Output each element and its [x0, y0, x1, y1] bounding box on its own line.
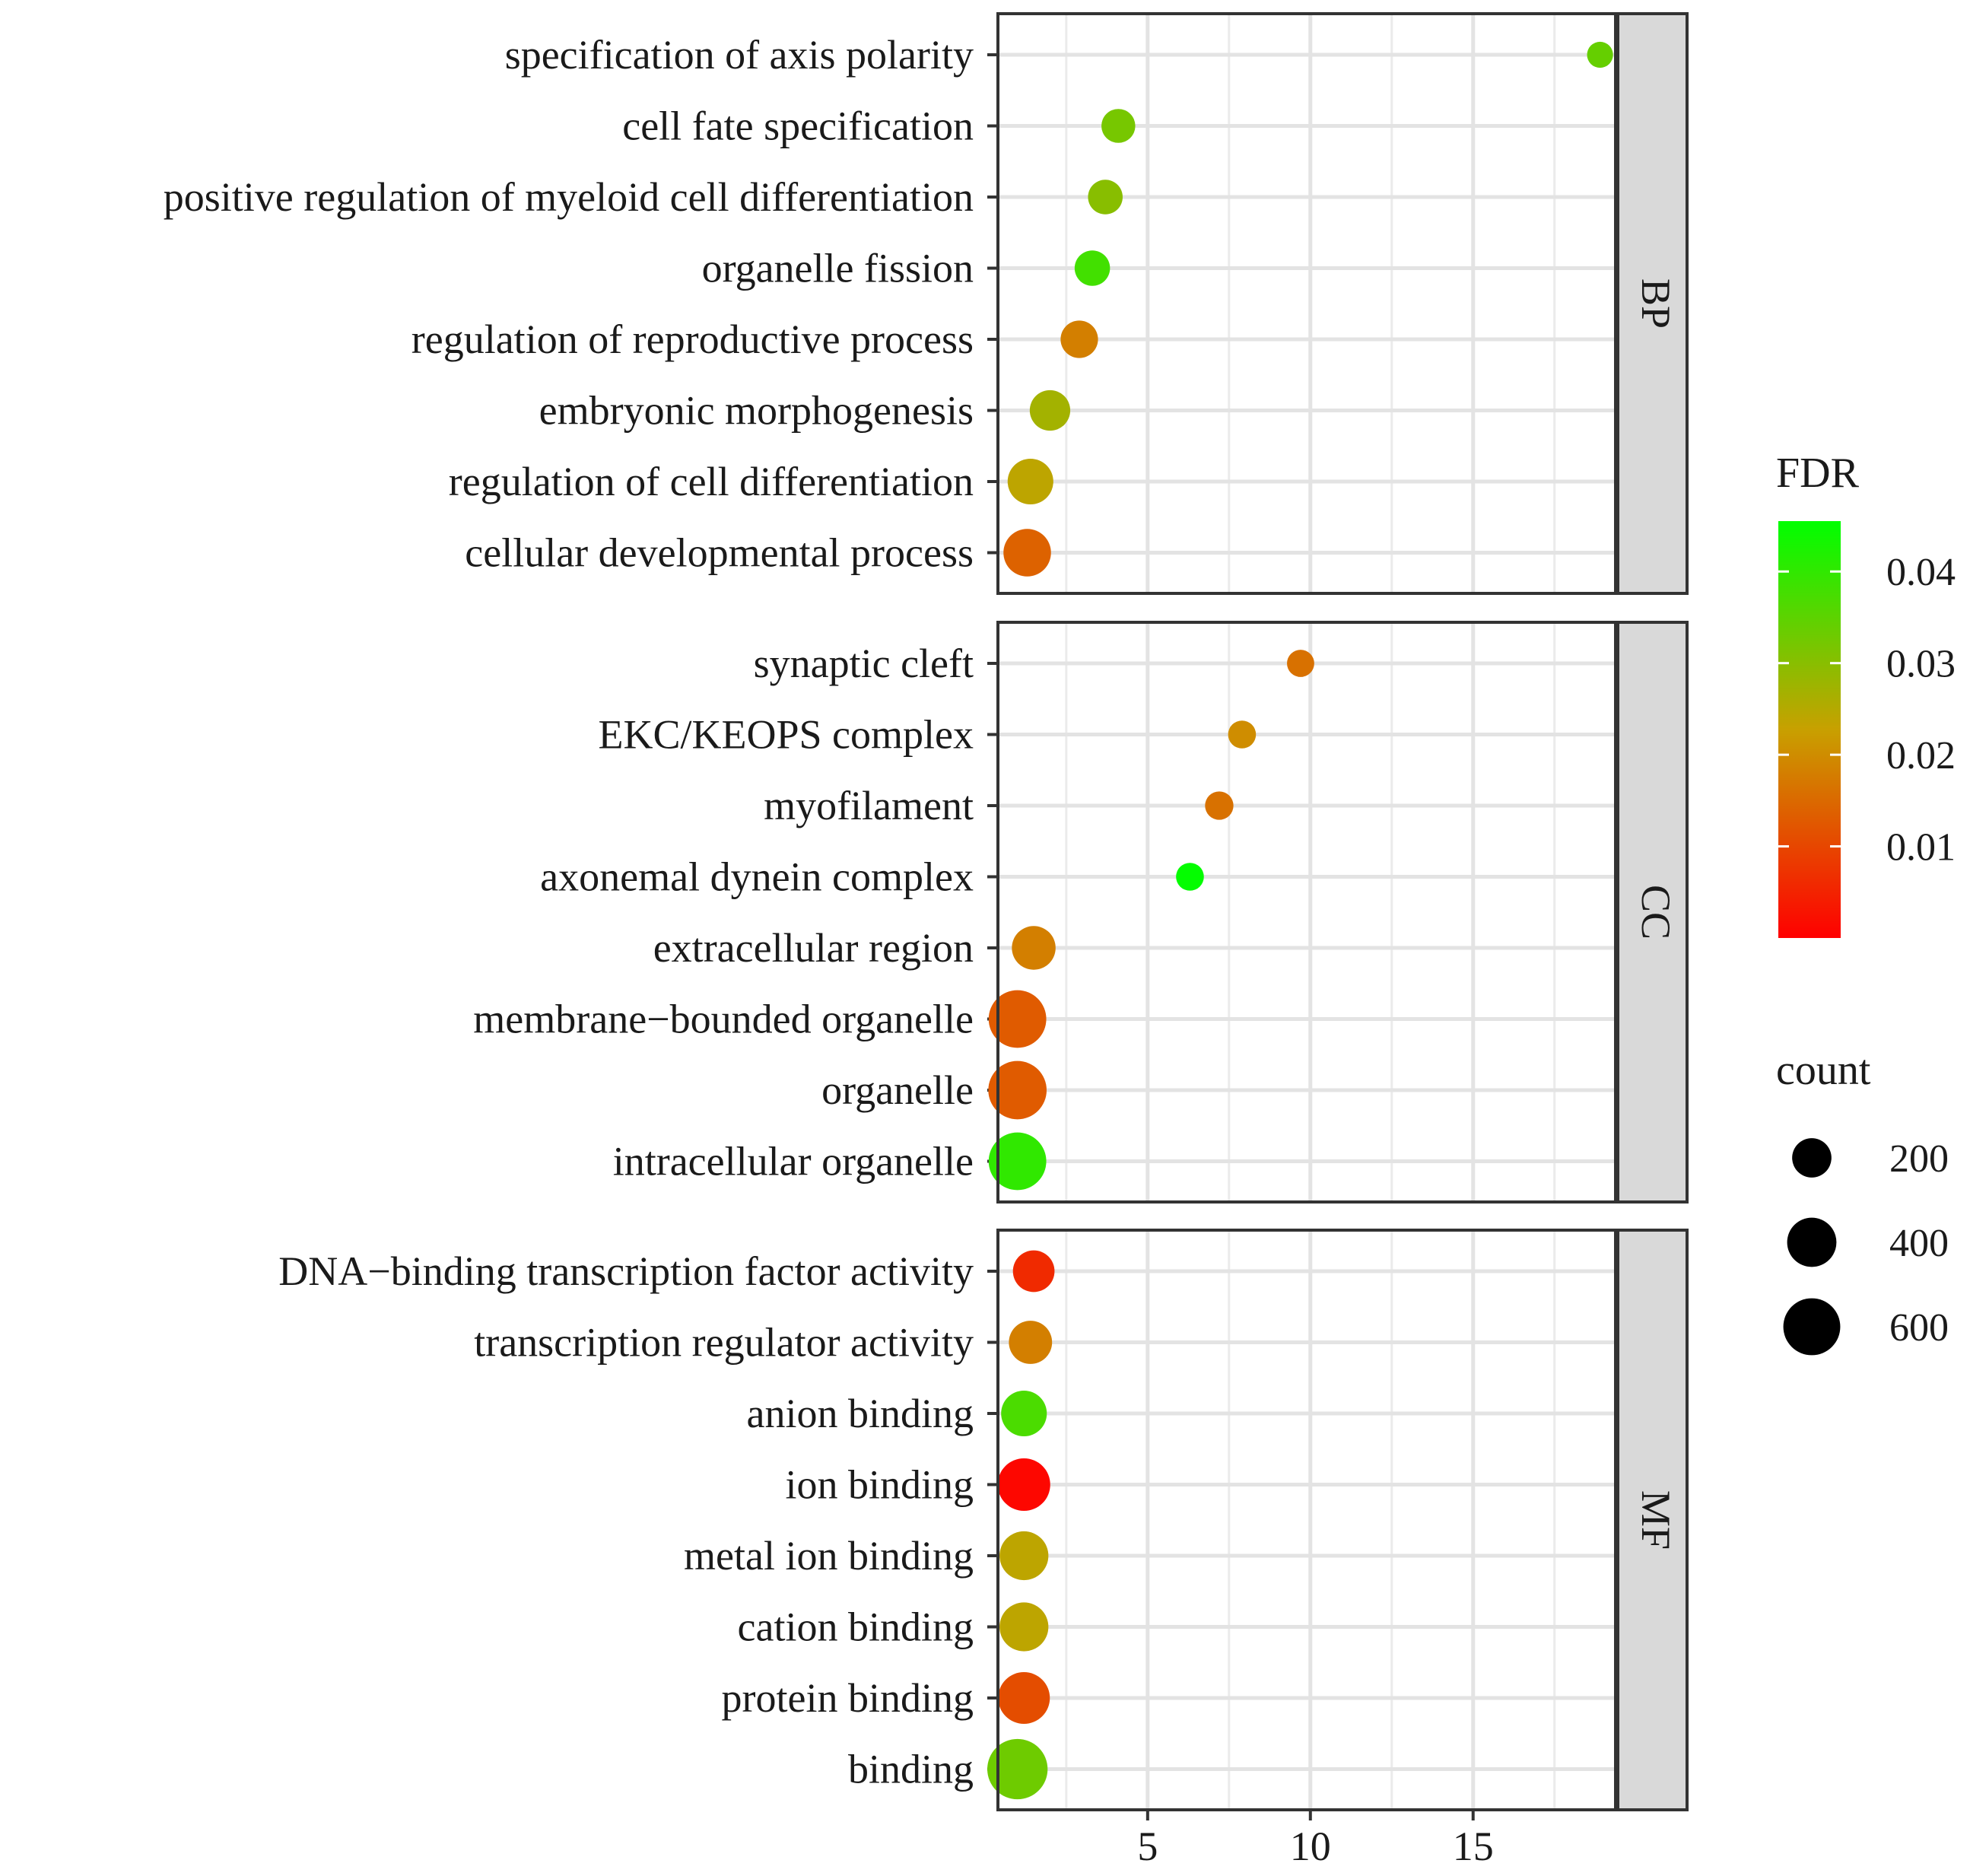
- data-point: [1012, 1250, 1055, 1293]
- color-legend-bar: [1778, 521, 1841, 938]
- term-label: transcription regulator activity: [474, 1320, 974, 1366]
- data-point: [1176, 863, 1204, 891]
- term-label: regulation of reproductive process: [411, 316, 974, 362]
- color-legend-label: 0.04: [1886, 551, 1956, 594]
- data-point: [1287, 650, 1314, 677]
- data-point: [1001, 1390, 1047, 1437]
- data-point: [1003, 529, 1051, 577]
- x-tick-label: 10: [1290, 1824, 1331, 1869]
- term-label: metal ion binding: [684, 1533, 974, 1579]
- data-point: [988, 990, 1047, 1048]
- panel-mf: DNA−binding transcription factor activit…: [278, 1229, 1689, 1811]
- term-label: cellular developmental process: [465, 530, 974, 576]
- data-point: [999, 1531, 1049, 1581]
- data-point: [998, 1671, 1050, 1725]
- panel-bp: specification of axis polarity cell fate …: [164, 12, 1689, 595]
- term-label: synaptic cleft: [754, 641, 974, 686]
- term-label: regulation of cell differentiation: [449, 459, 974, 504]
- color-legend-label: 0.02: [1886, 734, 1956, 777]
- term-label: anion binding: [747, 1391, 974, 1436]
- data-point: [988, 1132, 1047, 1191]
- data-point: [1205, 791, 1234, 820]
- panel-background: [998, 622, 1616, 1202]
- term-label: ion binding: [785, 1462, 974, 1508]
- term-label: EKC/KEOPS complex: [599, 712, 974, 758]
- data-point: [987, 1738, 1048, 1800]
- term-label: axonemal dynein complex: [540, 854, 974, 900]
- color-legend-label: 0.03: [1886, 643, 1956, 686]
- data-point: [1228, 720, 1257, 749]
- size-legend-key: [1792, 1138, 1832, 1178]
- term-label: myofilament: [764, 783, 974, 828]
- color-legend-title: FDR: [1776, 450, 1860, 497]
- panel-background: [998, 1230, 1616, 1810]
- data-point: [1060, 320, 1098, 358]
- size-legend-title: count: [1776, 1047, 1871, 1094]
- data-point: [997, 1458, 1050, 1512]
- data-point: [1009, 1321, 1053, 1364]
- panel-background: [998, 14, 1616, 593]
- data-point: [988, 1060, 1047, 1120]
- term-label: positive regulation of myeloid cell diff…: [164, 174, 974, 220]
- panel-cc: synaptic cleft EKC/KEOPS complex myofilame…: [473, 621, 1689, 1204]
- term-label: organelle fission: [702, 246, 974, 291]
- size-legend-key: [1787, 1217, 1837, 1267]
- data-point: [1029, 390, 1071, 431]
- data-point: [999, 1602, 1049, 1652]
- data-point: [1101, 109, 1136, 143]
- term-label: cell fate specification: [622, 103, 974, 149]
- size-legend-key: [1783, 1298, 1841, 1356]
- data-point: [1587, 41, 1613, 68]
- term-label: cation binding: [738, 1604, 974, 1650]
- facet-strip: [1616, 12, 1689, 595]
- data-point: [1074, 250, 1111, 286]
- size-legend-label: 600: [1889, 1306, 1949, 1350]
- facet-strip-label: CC: [1633, 885, 1679, 940]
- data-point: [1088, 180, 1123, 215]
- size-legend-label: 400: [1889, 1222, 1949, 1265]
- data-point: [1012, 926, 1056, 970]
- facet-strip-label: MF: [1633, 1490, 1679, 1550]
- facet-strip-label: BP: [1633, 278, 1679, 329]
- term-label: specification of axis polarity: [505, 32, 974, 78]
- term-label: DNA−binding transcription factor activit…: [278, 1248, 974, 1294]
- facet-strip: [1616, 621, 1689, 1204]
- term-label: protein binding: [722, 1675, 974, 1721]
- term-label: extracellular region: [653, 925, 974, 971]
- color-legend-label: 0.01: [1886, 826, 1956, 870]
- term-label: binding: [848, 1747, 974, 1792]
- term-label: organelle: [821, 1067, 974, 1113]
- size-legend-label: 200: [1889, 1137, 1949, 1181]
- data-point: [1007, 458, 1053, 505]
- term-label: intracellular organelle: [613, 1139, 974, 1184]
- term-label: membrane−bounded organelle: [473, 997, 974, 1042]
- plot-area: specification of axis polarity cell fate …: [164, 12, 1689, 1869]
- x-tick-label: 15: [1453, 1824, 1494, 1869]
- x-tick-label: 5: [1137, 1824, 1158, 1869]
- legend-area: FDR count 0.01 0.02 0.03 0.04 200 400 600: [1776, 450, 1956, 1356]
- term-label: embryonic morphogenesis: [539, 388, 974, 434]
